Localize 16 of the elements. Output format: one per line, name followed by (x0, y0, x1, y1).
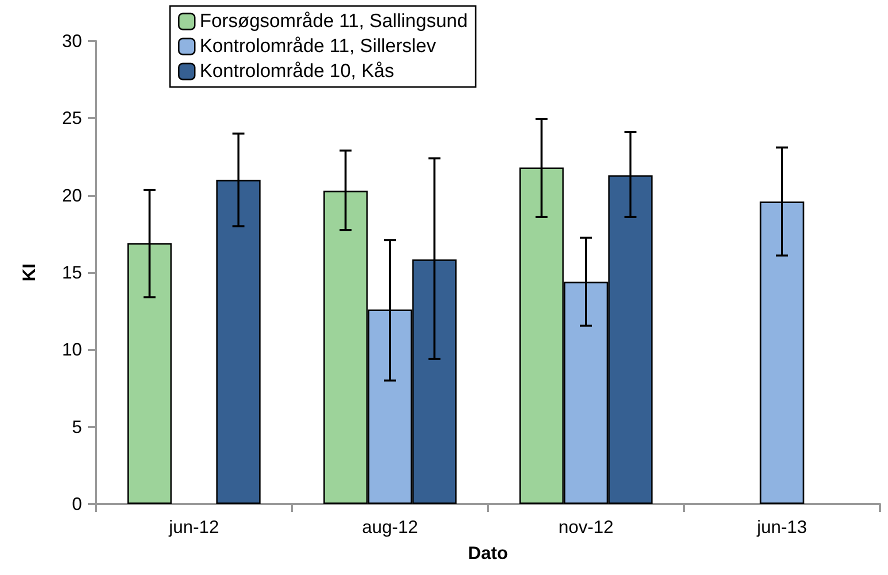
y-tick-label: 25 (62, 108, 82, 128)
x-tick-label: nov-12 (558, 517, 614, 537)
x-axis-title: Dato (468, 543, 508, 563)
y-tick-label: 30 (62, 31, 82, 51)
legend-label: Kontrolområde 11, Sillerslev (200, 36, 436, 57)
x-tick-label: jun-12 (168, 517, 220, 537)
y-tick-label: 20 (62, 185, 82, 206)
y-axis-title: KI (19, 264, 39, 282)
legend-label: Kontrolområde 10, Kås (200, 61, 394, 82)
y-tick-label: 10 (62, 340, 82, 360)
y-tick-label: 15 (62, 262, 82, 282)
legend-label: Forsøgsområde 11, Sallingsund (200, 11, 468, 32)
y-tick-label: 5 (72, 416, 82, 437)
y-tick-label: 0 (72, 494, 82, 514)
x-tick-label: aug-12 (362, 517, 418, 537)
x-tick-label: jun-13 (756, 517, 808, 537)
